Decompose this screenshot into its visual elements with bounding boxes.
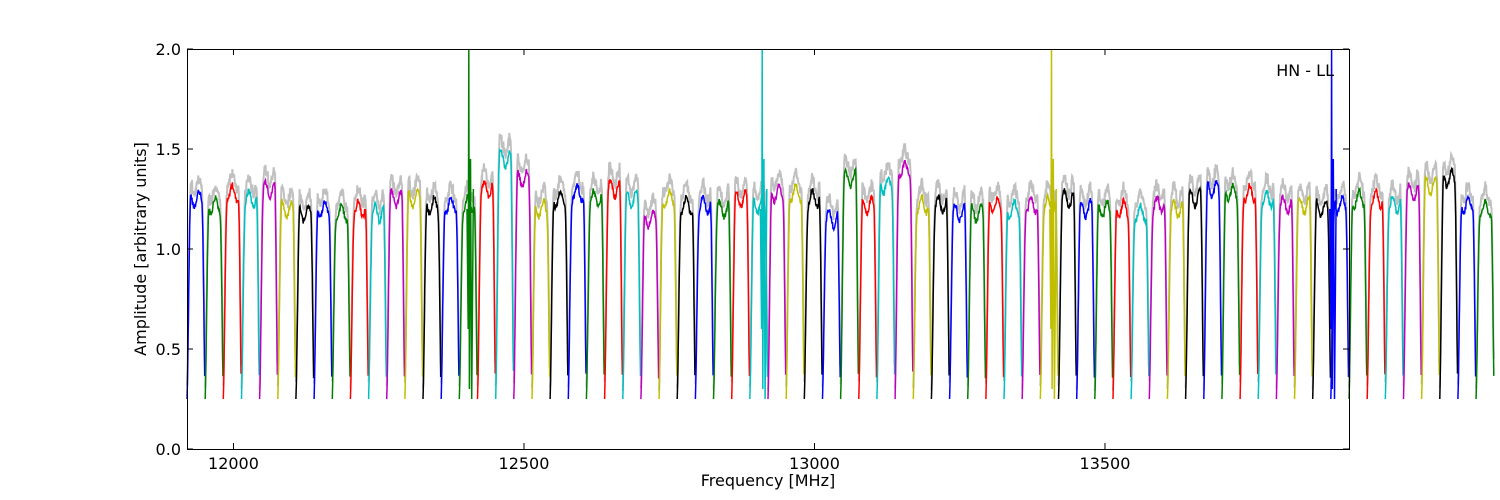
channel-series-line — [1348, 186, 1368, 400]
channel-series-line — [1130, 202, 1150, 400]
channel-series-line — [549, 189, 569, 400]
channel-series-line — [1420, 174, 1441, 400]
channel-series-line — [1311, 198, 1332, 400]
y-tick-label: 0.0 — [156, 440, 181, 459]
channel-series-line — [603, 179, 624, 400]
channel-series-line — [295, 203, 315, 400]
channel-series-line — [1184, 185, 1205, 400]
channel-series-line — [1402, 181, 1422, 400]
channel-series-line — [876, 175, 896, 400]
y-tick-label: 2.0 — [156, 40, 181, 59]
channel-series-line — [803, 188, 823, 400]
channel-series-line — [494, 147, 515, 400]
channel-series-line — [1257, 189, 1277, 400]
channel-series-line — [186, 189, 206, 400]
channel-series-line — [912, 193, 932, 400]
channel-series-line — [966, 202, 987, 400]
y-tick-label: 0.5 — [156, 340, 181, 359]
channel-series-line — [404, 187, 424, 400]
channel-series-line — [222, 182, 242, 400]
channel-series-line — [585, 188, 605, 400]
channel-series-line — [730, 189, 751, 400]
channel-series-line — [422, 195, 442, 400]
channel-series-line — [985, 196, 1005, 400]
x-axis-label: Frequency [MHz] — [701, 471, 835, 490]
spike-line — [1049, 48, 1057, 400]
channel-series-line — [1203, 180, 1223, 400]
spike-line — [1329, 48, 1337, 400]
channel-series-line — [785, 183, 805, 400]
spike-line — [759, 48, 768, 400]
channel-series-line — [1439, 166, 1459, 400]
channel-series-line — [277, 198, 297, 400]
series-layer — [186, 48, 1495, 400]
channel-series-line — [1039, 192, 1059, 400]
channel-series-line — [1475, 198, 1495, 400]
background-trace — [1112, 181, 1132, 391]
channel-series-line — [676, 194, 696, 400]
y-axis-label: Amplitude [arbitrary units] — [131, 142, 150, 356]
channel-series-line — [1166, 198, 1186, 400]
channel-series-line — [821, 209, 841, 400]
channel-series-line — [1112, 196, 1132, 400]
channel-series-line — [622, 189, 642, 400]
x-tick-label: 13500 — [1080, 454, 1131, 473]
channel-series-line — [1075, 197, 1096, 400]
y-tick-label: 1.5 — [156, 140, 181, 159]
channel-series-line — [385, 188, 406, 400]
channel-series-line — [313, 200, 333, 400]
channel-series-line — [658, 188, 678, 400]
channel-series-line — [1021, 195, 1041, 400]
channel-series-line — [839, 166, 860, 400]
channel-series-line — [1003, 197, 1023, 400]
channel-series-line — [1148, 194, 1168, 400]
channel-series-line — [1239, 182, 1259, 400]
channel-series-line — [894, 159, 914, 400]
channel-series-line — [1275, 194, 1295, 400]
channel-series-line — [204, 195, 224, 400]
channel-series-line — [349, 198, 369, 400]
spike-line — [466, 48, 475, 400]
x-tick-label: 12000 — [208, 454, 259, 473]
channel-series-line — [858, 194, 878, 400]
channel-series-line — [513, 168, 533, 400]
channel-series-line — [476, 180, 496, 400]
channel-series-line — [930, 193, 950, 400]
channel-series-line — [1293, 195, 1313, 400]
channel-series-line — [240, 188, 260, 400]
channel-series-line — [1366, 187, 1386, 400]
ticks-layer: 12000 12500 13000 13500 0.0 0.5 1.0 1.5 2.0 — [156, 40, 1349, 473]
channel-series-line — [1221, 182, 1241, 400]
channel-series-line — [440, 196, 460, 400]
channel-series-line — [367, 200, 388, 400]
channel-series-line — [948, 202, 969, 400]
channel-series-line — [712, 199, 732, 400]
channel-series-line — [1457, 194, 1477, 400]
x-tick-label: 12500 — [499, 454, 550, 473]
channel-series-line — [767, 183, 787, 400]
y-tick-label: 1.0 — [156, 240, 181, 259]
channel-series-line — [331, 202, 351, 400]
x-tick-label: 13000 — [789, 454, 840, 473]
annotation-label: HN - LL — [1276, 61, 1334, 80]
channel-series-line — [258, 177, 279, 400]
channel-series-line — [1057, 188, 1077, 400]
channel-series-line — [567, 183, 587, 400]
channel-series-line — [1094, 198, 1114, 400]
channel-series-line — [694, 194, 714, 400]
channel-series-line — [531, 198, 551, 400]
background-trace — [1130, 188, 1150, 382]
channel-series-line — [640, 209, 660, 400]
channel-series-line — [1384, 196, 1404, 400]
